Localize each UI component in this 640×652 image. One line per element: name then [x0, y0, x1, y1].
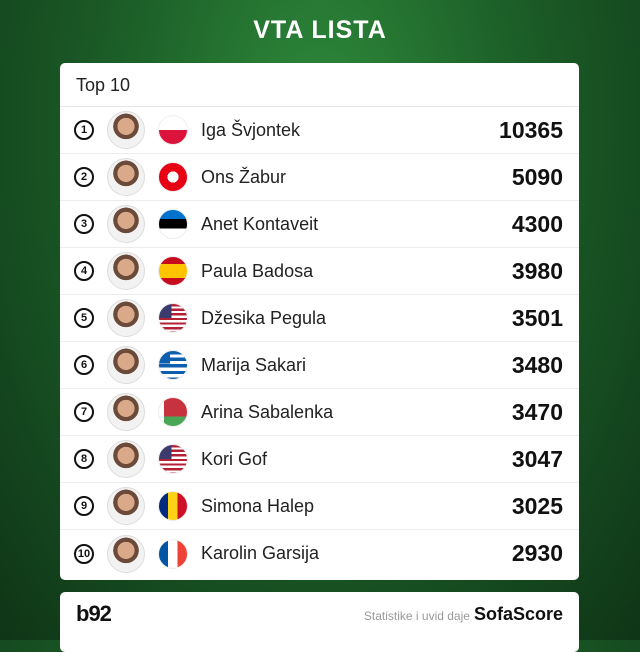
usa-flag-icon — [158, 303, 188, 333]
table-row[interactable]: 10 Karolin Garsija 2930 — [60, 530, 579, 577]
spain-flag-icon — [158, 256, 188, 286]
player-name: Marija Sakari — [201, 354, 307, 375]
card-heading: Top 10 — [60, 63, 579, 107]
player-avatar — [107, 440, 145, 478]
estonia-flag-icon — [158, 209, 188, 239]
rank-badge: 4 — [74, 261, 94, 281]
player-name: Džesika Pegula — [201, 307, 327, 328]
credit: Statistike i uvid daje SofaScore — [364, 604, 563, 625]
table-row[interactable]: 4 Paula Badosa 3980 — [60, 248, 579, 295]
player-points: 3501 — [511, 304, 563, 331]
ranking-card: Top 10 1 Iga Švjontek 10365 2 Ons Žabur 5… — [60, 63, 579, 580]
player-name: Ons Žabur — [201, 166, 287, 187]
player-name: Arina Sabalenka — [201, 401, 334, 422]
belarus-flag-icon — [158, 397, 188, 427]
rank-badge: 1 — [74, 120, 94, 140]
player-name: Paula Badosa — [201, 260, 314, 281]
rank-badge: 9 — [74, 496, 94, 516]
table-row[interactable]: 8 Kori Gof 3047 — [60, 436, 579, 483]
player-name: Anet Kontaveit — [201, 213, 319, 234]
tunisia-flag-icon — [158, 162, 188, 192]
player-avatar — [107, 158, 145, 196]
rank-badge: 6 — [74, 355, 94, 375]
player-avatar — [107, 346, 145, 384]
player-points: 3047 — [511, 445, 563, 472]
rank-badge: 2 — [74, 167, 94, 187]
player-points: 2930 — [511, 540, 563, 566]
france-flag-icon — [158, 538, 188, 569]
player-avatar — [107, 111, 145, 149]
usa-flag-icon — [158, 444, 188, 474]
table-row[interactable]: 9 Simona Halep 3025 — [60, 483, 579, 530]
romania-flag-icon — [158, 491, 188, 521]
rank-badge: 7 — [74, 402, 94, 422]
player-points: 10365 — [499, 116, 563, 143]
player-points: 4300 — [511, 210, 563, 237]
player-points: 3480 — [511, 351, 563, 378]
player-avatar — [107, 487, 145, 525]
greece-flag-icon — [158, 350, 188, 380]
table-row[interactable]: 3 Anet Kontaveit 4300 — [60, 201, 579, 248]
table-row[interactable]: 1 Iga Švjontek 10365 — [60, 107, 579, 154]
sofascore-logo: SofaScore — [473, 604, 563, 624]
player-name: Karolin Garsija — [201, 543, 320, 563]
ranking-list: 1 Iga Švjontek 10365 2 Ons Žabur 5090 3 An… — [60, 107, 579, 577]
footer: b92 Statistike i uvid daje SofaScore — [60, 592, 579, 652]
table-row[interactable]: 6 Marija Sakari 3480 — [60, 342, 579, 389]
rank-badge: 5 — [74, 308, 94, 328]
player-points: 3025 — [511, 492, 563, 519]
player-name: Simona Halep — [201, 495, 315, 516]
table-row[interactable]: 2 Ons Žabur 5090 — [60, 154, 579, 201]
rank-badge: 3 — [74, 214, 94, 234]
rank-badge: 10 — [74, 543, 94, 564]
player-avatar — [107, 534, 145, 573]
player-avatar — [107, 205, 145, 243]
credit-text: Statistike i uvid daje — [363, 609, 470, 623]
table-row[interactable]: 5 Džesika Pegula 3501 — [60, 295, 579, 342]
player-points: 5090 — [511, 163, 563, 190]
rank-badge: 8 — [74, 449, 94, 469]
player-avatar — [107, 299, 145, 337]
b92-logo: b92 — [76, 601, 112, 626]
player-avatar — [107, 393, 145, 431]
page-title: VTA LISTA — [253, 16, 387, 44]
poland-flag-icon — [158, 115, 188, 145]
player-name: Iga Švjontek — [201, 119, 301, 140]
player-points: 3980 — [511, 257, 563, 284]
table-row[interactable]: 7 Arina Sabalenka 3470 — [60, 389, 579, 436]
player-name: Kori Gof — [201, 448, 268, 469]
player-avatar — [107, 252, 145, 290]
player-points: 3470 — [511, 398, 563, 425]
